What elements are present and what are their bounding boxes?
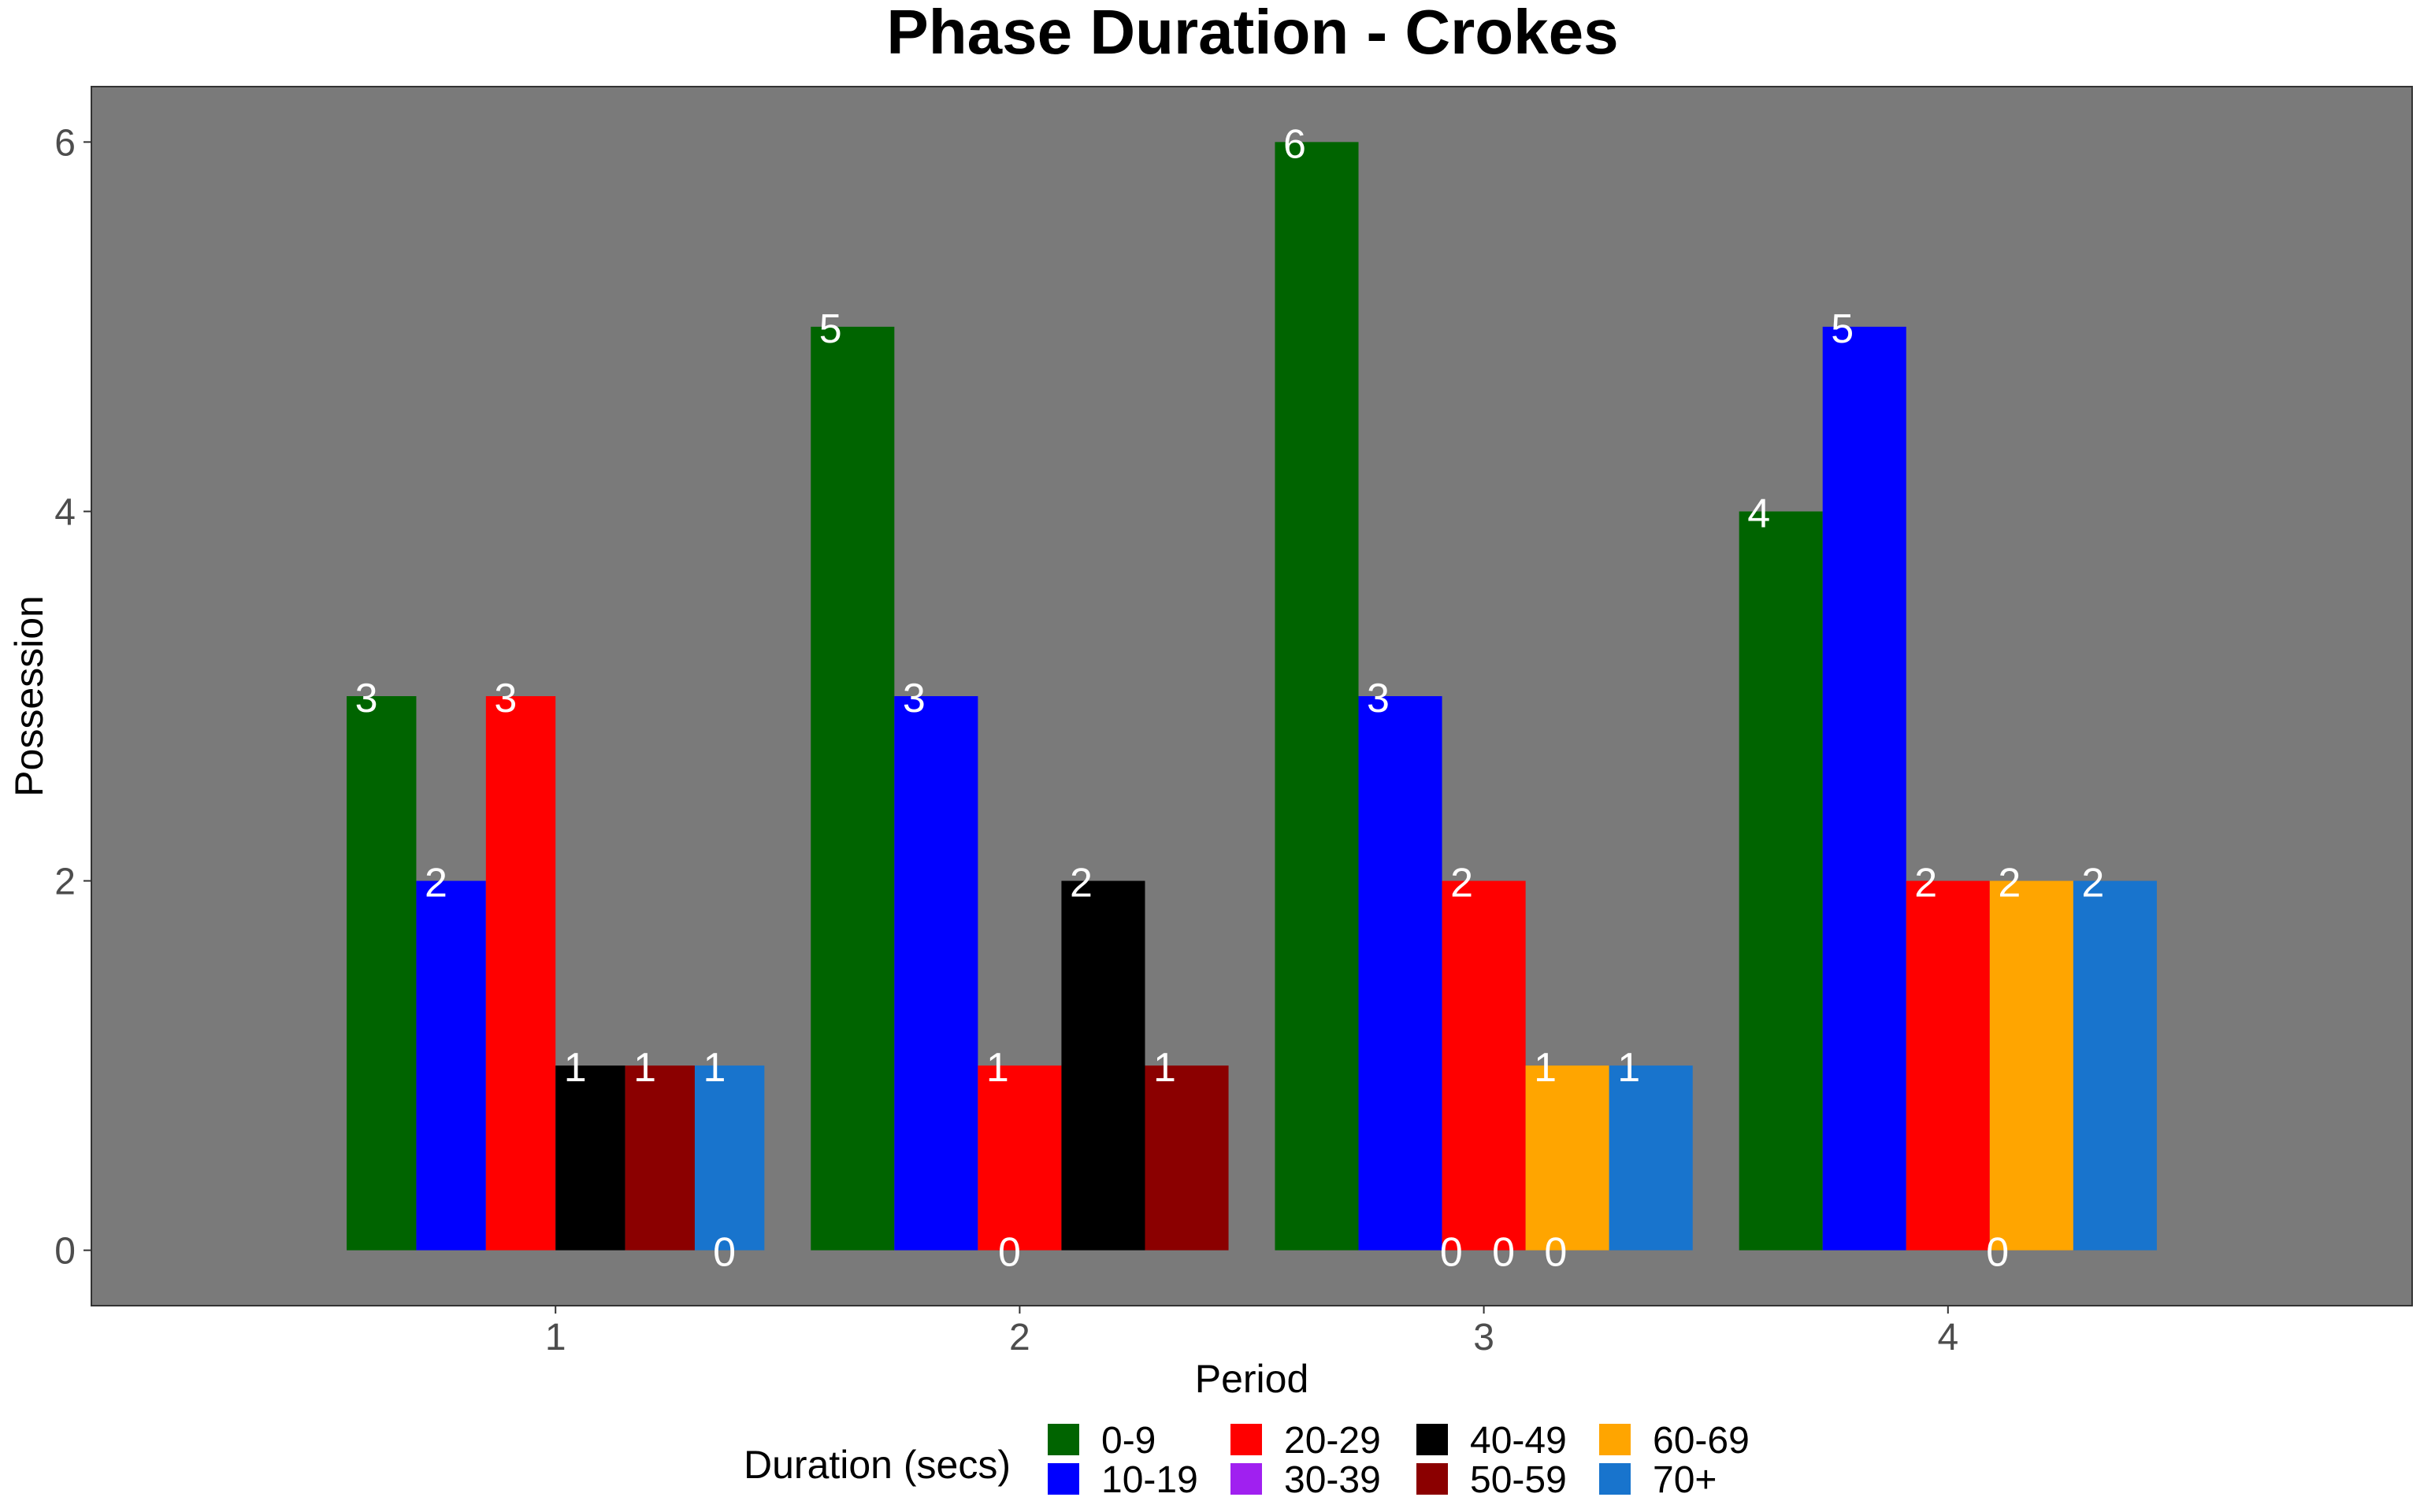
bar-40-49-period-1	[555, 1065, 625, 1251]
legend-label: 70+	[1653, 1459, 1717, 1501]
bar-70plus-period-1	[694, 1065, 765, 1251]
bar-0-9-period-1	[347, 696, 417, 1251]
data-label: 1	[1153, 1045, 1176, 1091]
bar-20-29-period-1	[485, 696, 556, 1251]
legend-key	[1599, 1463, 1631, 1495]
data-label: 1	[564, 1045, 587, 1091]
legend-title: Duration (secs)	[744, 1443, 1011, 1487]
x-tick-label: 1	[545, 1317, 566, 1358]
bar-10-19-period-3	[1358, 696, 1442, 1251]
legend-key	[1416, 1463, 1448, 1495]
zero-label: 0	[1544, 1230, 1567, 1276]
legend-key	[1599, 1424, 1631, 1455]
legend-label: 40-49	[1470, 1420, 1567, 1462]
data-label: 2	[1070, 861, 1093, 906]
data-label: 2	[1914, 861, 1937, 906]
zero-label: 0	[1440, 1230, 1463, 1276]
data-label: 2	[1450, 861, 1473, 906]
bar-20-29-period-4	[1906, 880, 1990, 1251]
y-axis: 0 2 4 6	[54, 122, 91, 1273]
y-tick-label: 6	[54, 122, 76, 164]
data-label: 3	[355, 676, 378, 721]
data-label: 3	[1367, 676, 1390, 721]
bar-10-19-period-2	[894, 696, 978, 1251]
legend-key	[1416, 1424, 1448, 1455]
bar-60-69-period-4	[1989, 880, 2073, 1251]
bar-20-29-period-2	[978, 1065, 1062, 1251]
data-label: 1	[1617, 1045, 1640, 1091]
y-axis-title: Possession	[7, 595, 51, 797]
data-label: 3	[903, 676, 926, 721]
bar-0-9-period-4	[1739, 511, 1823, 1251]
legend-label: 30-39	[1284, 1459, 1381, 1501]
bar-10-19-period-4	[1822, 326, 1906, 1251]
zero-label: 0	[1986, 1230, 2009, 1276]
data-label: 3	[494, 676, 517, 721]
bar-10-19-period-1	[416, 880, 486, 1251]
bar-0-9-period-3	[1275, 142, 1359, 1251]
data-label: 4	[1747, 491, 1770, 536]
legend-label: 10-19	[1101, 1459, 1198, 1501]
bar-50-59-period-2	[1145, 1065, 1229, 1251]
y-tick-label: 4	[54, 491, 76, 533]
bar-70plus-period-3	[1609, 1065, 1693, 1251]
chart-title: Phase Duration - Crokes	[886, 0, 1618, 67]
x-tick-label: 4	[1937, 1317, 1958, 1358]
bar-20-29-period-3	[1442, 880, 1526, 1251]
zero-label: 0	[998, 1230, 1021, 1276]
legend-key	[1048, 1424, 1079, 1455]
zero-label: 0	[1492, 1230, 1515, 1276]
data-label: 6	[1283, 121, 1306, 167]
legend-label: 20-29	[1284, 1420, 1381, 1462]
legend-key	[1048, 1463, 1079, 1495]
bar-60-69-period-3	[1525, 1065, 1609, 1251]
y-tick-label: 0	[54, 1231, 76, 1273]
x-axis-title: Period	[1195, 1357, 1309, 1401]
data-label: 1	[633, 1045, 656, 1091]
bar-0-9-period-2	[811, 326, 895, 1251]
data-label: 5	[1831, 306, 1854, 352]
data-label: 2	[1998, 861, 2021, 906]
bars	[347, 142, 2157, 1251]
legend-label: 0-9	[1101, 1420, 1156, 1462]
data-label: 1	[703, 1045, 726, 1091]
data-label: 5	[819, 306, 842, 352]
legend-key	[1230, 1463, 1262, 1495]
bar-50-59-period-1	[625, 1065, 695, 1251]
bar-40-49-period-2	[1061, 880, 1145, 1251]
x-axis: 1 2 3 4	[545, 1306, 1958, 1358]
bar-70plus-period-4	[2073, 880, 2157, 1251]
legend-key	[1230, 1424, 1262, 1455]
data-label: 1	[1534, 1045, 1557, 1091]
data-label: 2	[2081, 861, 2104, 906]
x-tick-label: 2	[1009, 1317, 1030, 1358]
y-tick-label: 2	[54, 862, 76, 903]
zero-label: 0	[713, 1230, 736, 1276]
legend-label: 50-59	[1470, 1459, 1567, 1501]
legend-label: 60-69	[1653, 1420, 1750, 1462]
data-label: 2	[425, 861, 447, 906]
x-tick-label: 3	[1473, 1317, 1494, 1358]
data-label: 1	[986, 1045, 1009, 1091]
